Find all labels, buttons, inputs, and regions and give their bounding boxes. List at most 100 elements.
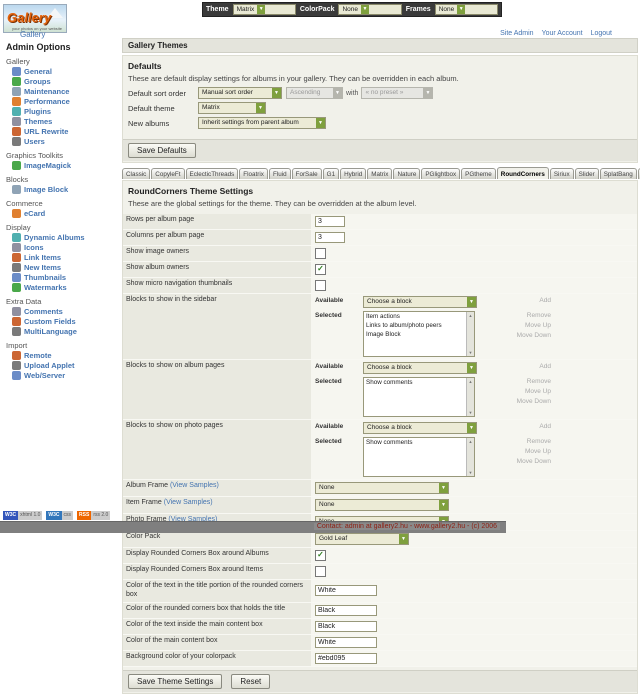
sidebar-item-label: General xyxy=(24,67,52,76)
listbox-scrollbar[interactable]: ▲ ▼ xyxy=(466,438,474,476)
sidebar-item-dynamic-albums[interactable]: Dynamic Albums xyxy=(12,233,120,242)
badge-text: rss 2.0 xyxy=(91,511,111,520)
default-sort-order-select[interactable]: Manual sort order ▼ xyxy=(198,87,282,99)
settings-text-input[interactable] xyxy=(315,636,377,648)
w3c-badge[interactable]: W3C css xyxy=(46,511,74,520)
view-samples-link[interactable]: (View Samples) xyxy=(168,516,218,523)
settings-checkbox[interactable]: ✓ xyxy=(315,264,326,275)
choose-block-select[interactable]: Choose a block ▼ xyxy=(363,296,477,308)
sidebar-item-link-items[interactable]: Link Items xyxy=(12,253,120,262)
settings-text-input[interactable] xyxy=(315,232,345,243)
sidebar-item-themes[interactable]: Themes xyxy=(12,117,120,126)
sidebar-item-upload-applet[interactable]: Upload Applet xyxy=(12,361,120,370)
settings-text-input[interactable] xyxy=(315,604,377,616)
listbox-scrollbar[interactable]: ▲ ▼ xyxy=(466,312,474,356)
w3c-badge[interactable]: W3C xhtml 1.0 xyxy=(3,511,43,520)
topbar-frames-select[interactable]: None ▼ xyxy=(434,4,498,15)
save-theme-settings-button[interactable]: Save Theme Settings xyxy=(128,673,223,689)
sidebar-item-users[interactable]: Users xyxy=(12,137,120,146)
topbar-colorpack-select[interactable]: None ▼ xyxy=(338,4,402,15)
user-link-site-admin[interactable]: Site Admin xyxy=(500,30,534,37)
user-links: Site Admin Your Account Logout xyxy=(492,30,612,37)
listbox-scrollbar[interactable]: ▲ ▼ xyxy=(466,378,474,416)
settings-text-input[interactable] xyxy=(315,216,345,227)
user-link-your-account[interactable]: Your Account xyxy=(541,30,583,37)
logo-text: Gallery xyxy=(7,10,52,25)
settings-row-control xyxy=(311,618,637,634)
sidebar-item-imagemagick[interactable]: ImageMagick xyxy=(12,161,120,170)
tab-eclecticthreads[interactable]: EclecticThreads xyxy=(185,168,239,179)
listbox-item[interactable]: Item actions xyxy=(366,313,400,320)
listbox-item[interactable]: Show comments xyxy=(366,379,413,386)
new-albums-select[interactable]: Inherit settings from parent album ▼ xyxy=(198,117,326,129)
tab-forsale[interactable]: ForSale xyxy=(291,168,322,179)
tab-classic[interactable]: Classic xyxy=(122,168,151,179)
gallery-logo[interactable]: Gallery your photos on your website xyxy=(3,4,67,33)
settings-select[interactable]: None▼ xyxy=(315,499,449,511)
settings-text-input[interactable] xyxy=(315,585,377,597)
user-link-logout[interactable]: Logout xyxy=(590,30,612,37)
settings-checkbox[interactable] xyxy=(315,248,326,259)
settings-text-input[interactable] xyxy=(315,620,377,632)
move-up-action: Move Up xyxy=(524,447,551,455)
reset-button[interactable]: Reset xyxy=(231,673,271,689)
sidebar-item-general[interactable]: General xyxy=(12,67,120,76)
tab-hybrid[interactable]: Hybrid xyxy=(340,168,367,179)
tab-slider[interactable]: Slider xyxy=(574,168,599,179)
sidebar-item-icons[interactable]: Icons xyxy=(12,243,120,252)
save-defaults-button[interactable]: Save Defaults xyxy=(128,143,196,158)
tab-copyleft[interactable]: CopyleFt xyxy=(151,168,185,179)
sidebar-item-watermarks[interactable]: Watermarks xyxy=(12,283,120,292)
tab-fluid[interactable]: Fluid xyxy=(268,168,291,179)
listbox-item[interactable]: Image Block xyxy=(366,330,401,338)
sidebar-item-ecard[interactable]: eCard xyxy=(12,209,120,218)
watermark-icon xyxy=(12,283,21,292)
tab-matrix[interactable]: Matrix xyxy=(367,168,393,179)
topbar-theme-select[interactable]: Matrix ▼ xyxy=(232,4,296,15)
tab-splatbang[interactable]: SplatBang xyxy=(599,168,637,179)
settings-row-label: Item Frame (View Samples) xyxy=(123,497,311,513)
rss-badge[interactable]: RSS rss 2.0 xyxy=(77,511,111,520)
settings-select[interactable]: Gold Leaf ▼ xyxy=(315,533,409,545)
tab-tan[interactable]: Tan xyxy=(637,168,640,179)
sidebar-item-label: Maintenance xyxy=(24,87,70,96)
server-icon xyxy=(12,371,21,380)
sidebar-item-image-block[interactable]: Image Block xyxy=(12,185,120,194)
tab-roundcorners[interactable]: RoundCorners xyxy=(496,167,549,179)
sidebar-item-url-rewrite[interactable]: URL Rewrite xyxy=(12,127,120,136)
selected-blocks-listbox[interactable]: Show comments ▲ ▼ xyxy=(363,437,475,477)
tab-floatrix[interactable]: Floatrix xyxy=(239,168,268,179)
view-samples-link[interactable]: (View Samples) xyxy=(169,482,219,489)
selected-blocks-listbox[interactable]: Show comments ▲ ▼ xyxy=(363,377,475,417)
sidebar-item-multilanguage[interactable]: MultiLanguage xyxy=(12,327,120,336)
sidebar-item-performance[interactable]: Performance xyxy=(12,97,120,106)
selected-blocks-listbox[interactable]: Item actions Links to album/photo peers Im… xyxy=(363,311,475,357)
sidebar-item-remote[interactable]: Remote xyxy=(12,351,120,360)
choose-block-select[interactable]: Choose a block ▼ xyxy=(363,362,477,374)
sidebar-item-custom-fields[interactable]: Custom Fields xyxy=(12,317,120,326)
listbox-item[interactable]: Show comments xyxy=(366,439,413,446)
settings-checkbox[interactable]: ✓ xyxy=(315,550,326,561)
settings-text-input[interactable] xyxy=(315,652,377,664)
sidebar-item-new-items[interactable]: New Items xyxy=(12,263,120,272)
settings-checkbox[interactable] xyxy=(315,566,326,577)
tab-g1[interactable]: G1 xyxy=(322,168,340,179)
settings-row-label: Display Rounded Corners Box around Items xyxy=(123,564,311,579)
settings-select[interactable]: None▼ xyxy=(315,482,449,494)
tab-pglightbox[interactable]: PGlightbox xyxy=(421,168,461,179)
breadcrumb-gallery-link[interactable]: Gallery xyxy=(20,30,46,39)
tab-pgtheme[interactable]: PGtheme xyxy=(461,168,496,179)
tab-siriux[interactable]: Siriux xyxy=(549,168,574,179)
sidebar-item-web-server[interactable]: Web/Server xyxy=(12,371,120,380)
sidebar-item-groups[interactable]: Groups xyxy=(12,77,120,86)
tab-nature[interactable]: Nature xyxy=(393,168,421,179)
sidebar-item-plugins[interactable]: Plugins xyxy=(12,107,120,116)
sidebar-item-maintenance[interactable]: Maintenance xyxy=(12,87,120,96)
settings-checkbox[interactable] xyxy=(315,280,326,291)
choose-block-select[interactable]: Choose a block ▼ xyxy=(363,422,477,434)
listbox-item[interactable]: Links to album/photo peers xyxy=(366,321,442,329)
view-samples-link[interactable]: (View Samples) xyxy=(163,499,213,506)
sidebar-item-thumbnails[interactable]: Thumbnails xyxy=(12,273,120,282)
sidebar-item-comments[interactable]: Comments xyxy=(12,307,120,316)
default-theme-select[interactable]: Matrix ▼ xyxy=(198,102,266,114)
